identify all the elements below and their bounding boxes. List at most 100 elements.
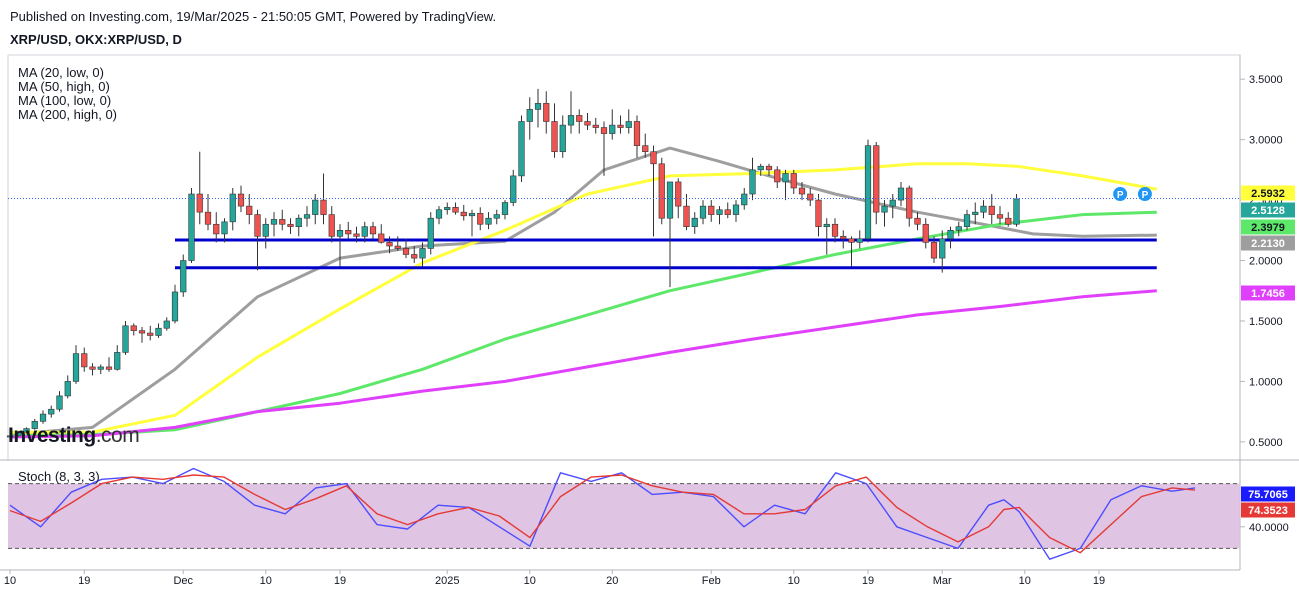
candle (518, 115, 525, 182)
candle (534, 88, 542, 128)
candle-body (221, 221, 228, 235)
candle-body (81, 353, 88, 368)
candle (939, 230, 946, 273)
stoch-band (8, 483, 1240, 549)
investing-logo: Investing.com (8, 424, 140, 448)
candle-body (864, 145, 872, 240)
candle (213, 212, 220, 243)
candle (625, 109, 632, 134)
candle-body (633, 121, 641, 146)
candle (328, 206, 335, 243)
candle-body (897, 187, 905, 201)
candle-body (807, 193, 814, 201)
candle (81, 347, 88, 372)
candle-body (31, 421, 38, 429)
candle-body (922, 223, 929, 243)
candle-body (320, 199, 327, 215)
candle-body (213, 223, 220, 235)
candle-body (732, 204, 740, 215)
ma-legend: MA (20, low, 0) MA (50, high, 0) MA (100… (18, 66, 117, 122)
candle (501, 200, 509, 220)
candle-body (881, 205, 888, 213)
candle-body (774, 169, 781, 183)
candle (666, 181, 674, 288)
ma200-line (9, 289, 1157, 439)
pivot-marker-text: P (1142, 190, 1149, 201)
legend-ma50[interactable]: MA (50, high, 0) (18, 79, 110, 94)
candle (600, 121, 608, 176)
candle-body (1013, 198, 1020, 225)
candle (526, 97, 533, 140)
candle-body (559, 124, 566, 153)
candle-body (171, 291, 179, 322)
price-label-text: 2.3979 (1251, 222, 1285, 234)
price-label-last: 2.5128 (1241, 202, 1295, 218)
candle (221, 218, 228, 243)
candle (72, 345, 80, 384)
candle (155, 323, 162, 338)
candle-body (493, 214, 500, 219)
candle (353, 226, 360, 243)
candle (716, 206, 723, 225)
price-tick-label: 1.5000 (1249, 316, 1283, 328)
candle (468, 209, 476, 237)
candle-body (906, 187, 913, 219)
candle (831, 218, 839, 243)
candle-body (765, 165, 773, 171)
candle-body (386, 242, 393, 247)
legend-ma100[interactable]: MA (100, low, 0) (18, 93, 112, 108)
candle (1005, 212, 1012, 227)
candle (633, 115, 641, 158)
candle (435, 206, 443, 225)
candle (873, 142, 880, 225)
candle (147, 325, 154, 341)
candle-body (642, 145, 649, 153)
candle-body (419, 248, 426, 259)
price-label-bg (1241, 285, 1295, 301)
pivot-marker: P (1137, 187, 1152, 202)
candle (97, 364, 104, 375)
candle (732, 200, 740, 222)
candle-body (675, 181, 682, 207)
candle (930, 236, 938, 263)
stoch-label-k: 75.7065 (1241, 486, 1295, 502)
candle (378, 224, 385, 244)
candle-body (237, 193, 245, 207)
candle-body (996, 214, 1004, 219)
candle-body (279, 219, 286, 225)
price-label-bg (1241, 202, 1295, 218)
price-tick-label: 0.5000 (1249, 437, 1283, 449)
candle-body (254, 214, 261, 237)
price-tick-label: 2.0000 (1249, 256, 1283, 268)
candle (988, 194, 995, 225)
time-tick-label: 19 (1093, 575, 1105, 587)
candle (369, 221, 377, 239)
candle-body (782, 173, 789, 183)
candle-body (72, 353, 80, 382)
time-tick-label: 10 (4, 575, 16, 587)
candle-body (972, 211, 979, 215)
candle-body (411, 254, 418, 259)
candle-body (138, 330, 146, 334)
candle-body (188, 193, 195, 261)
candle (394, 236, 401, 251)
candle-body (64, 381, 71, 397)
candle-body (741, 193, 748, 206)
candle-body (815, 199, 822, 227)
candle (741, 187, 748, 210)
candle-body (534, 103, 542, 110)
candle (105, 357, 113, 372)
candle (914, 212, 921, 231)
candle-body (295, 217, 302, 227)
candle (897, 181, 905, 207)
legend-ma20[interactable]: MA (20, low, 0) (18, 65, 104, 80)
candle (336, 224, 344, 267)
candle-body (39, 413, 47, 422)
time-tick-label: 20 (606, 575, 618, 587)
pivot-marker-circle (1113, 187, 1128, 202)
pivot-marker: P (1113, 187, 1128, 202)
legend-ma200[interactable]: MA (200, high, 0) (18, 107, 117, 122)
candle (675, 178, 682, 219)
candle-body (180, 260, 187, 293)
